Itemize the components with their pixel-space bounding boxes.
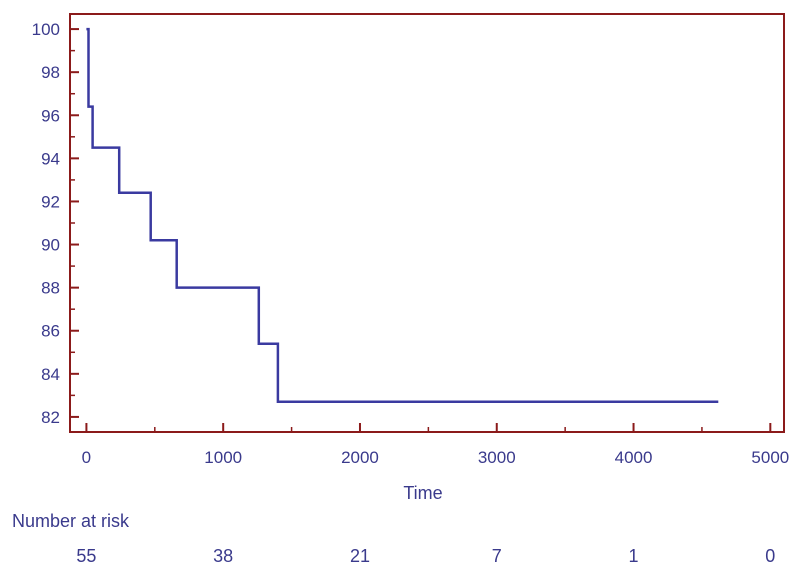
x-tick-label: 3000	[478, 448, 516, 467]
y-tick-label: 94	[41, 149, 60, 168]
x-tick-label: 5000	[751, 448, 789, 467]
risk-count: 7	[491, 546, 502, 566]
x-tick-label: 4000	[615, 448, 653, 467]
x-tick-label: 2000	[341, 448, 379, 467]
x-axis: 0 1000 2000 3000 4000 5000	[82, 423, 789, 467]
risk-count: 38	[213, 546, 234, 566]
survival-curve	[86, 27, 719, 404]
risk-count: 1	[628, 546, 639, 566]
x-tick-label: 1000	[204, 448, 242, 467]
y-tick-label: 100	[32, 20, 60, 39]
y-axis: 82 84 86 88 90 92 94 96 98 100	[32, 20, 79, 427]
y-tick-label: 92	[41, 192, 60, 211]
x-tick-label: 0	[82, 448, 91, 467]
y-tick-label: 90	[41, 236, 60, 255]
risk-table-title: Number at risk	[12, 511, 130, 531]
y-tick-label: 98	[41, 63, 60, 82]
x-axis-title: Time	[403, 483, 442, 503]
plot-frame	[69, 13, 785, 433]
y-tick-label: 88	[41, 279, 60, 298]
y-tick-label: 96	[41, 106, 60, 125]
y-tick-label: 84	[41, 365, 60, 384]
risk-count: 0	[765, 546, 776, 566]
y-tick-label: 86	[41, 322, 60, 341]
risk-count: 21	[349, 546, 370, 566]
risk-count: 55	[76, 546, 97, 566]
y-tick-label: 82	[41, 408, 60, 427]
